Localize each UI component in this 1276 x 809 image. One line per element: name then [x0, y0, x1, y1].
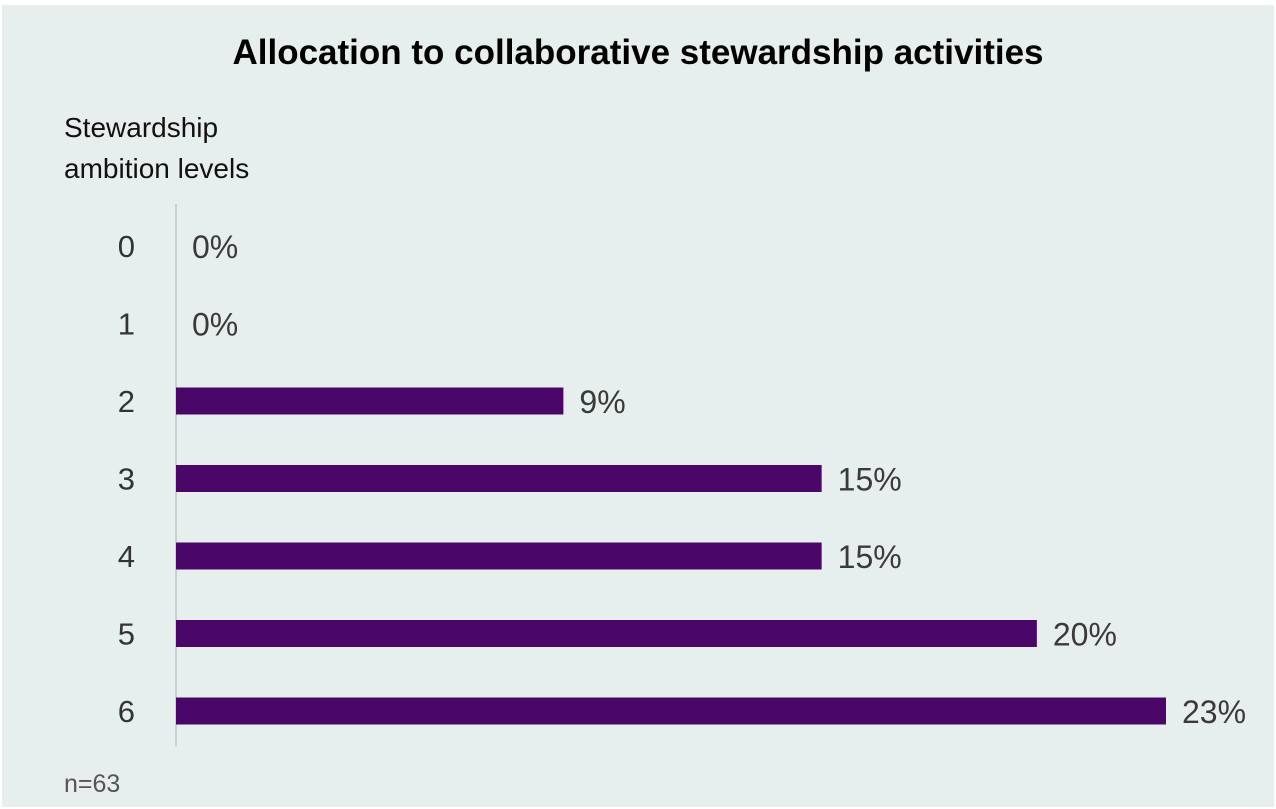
data-label-level-6: 23%: [1182, 694, 1246, 730]
bar-level-3: [176, 465, 822, 492]
y-tick-label-5: 5: [118, 617, 135, 652]
bar-level-5: [176, 620, 1037, 647]
y-tick-label-1: 1: [118, 307, 135, 342]
y-tick-label-4: 4: [118, 539, 135, 574]
chart-title: Allocation to collaborative stewardship …: [232, 33, 1043, 72]
data-label-level-4: 15%: [838, 539, 902, 575]
bar-level-4: [176, 542, 822, 570]
y-tick-label-6: 6: [118, 694, 135, 729]
sample-size-note: n=63: [64, 770, 120, 798]
data-label-level-1: 0%: [192, 307, 238, 343]
y-axis-label-line-2: ambition levels: [64, 153, 249, 184]
data-label-level-5: 20%: [1053, 617, 1117, 653]
bar-level-6: [176, 697, 1166, 725]
bars-group: 0 0% 1 0% 2 9% 3 15% 4 15% 5 20% 6 23%: [118, 229, 1246, 730]
data-label-level-0: 0%: [192, 229, 238, 265]
y-axis-label-line-1: Stewardship: [64, 112, 218, 143]
bar-level-2: [176, 387, 564, 415]
y-tick-label-0: 0: [118, 229, 135, 264]
data-label-level-2: 9%: [579, 384, 625, 420]
y-tick-label-2: 2: [118, 384, 135, 419]
data-label-level-3: 15%: [838, 462, 902, 498]
y-tick-label-3: 3: [118, 462, 135, 497]
